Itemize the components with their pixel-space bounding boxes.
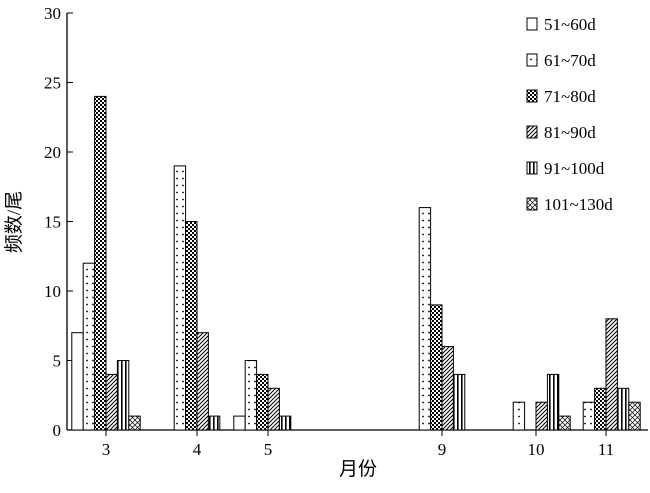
- bar-month-10-series-5: [546, 373, 560, 431]
- y-tick-label: 25: [44, 74, 61, 93]
- y-tick-label: 20: [44, 143, 61, 162]
- legend-swatch: [526, 17, 538, 31]
- bars: [71, 95, 641, 431]
- legend-swatch: [526, 197, 538, 211]
- x-tick-label: 9: [438, 440, 447, 459]
- bar-month-10-series-4: [535, 401, 548, 431]
- legend-label: 51~60d: [544, 15, 596, 34]
- bar-month-3-series-5: [116, 360, 130, 431]
- bar-month-3-series-2: [82, 262, 96, 431]
- bar-month-11-series-4: [605, 318, 618, 431]
- bar-month-9-series-2: [418, 207, 432, 431]
- bar-month-3-series-3: [94, 95, 107, 431]
- bar-month-11-series-5: [616, 387, 630, 431]
- bar-month-3-series-6: [128, 415, 141, 431]
- legend-label: 61~70d: [544, 51, 596, 70]
- y-tick-label: 10: [44, 282, 61, 301]
- legend-swatch: [526, 89, 538, 103]
- x-ticks: 3 4 5 9 10 11: [102, 430, 614, 459]
- x-tick-label: 4: [193, 440, 202, 459]
- bar-month-5-series-2: [244, 360, 258, 431]
- bar-month-5-series-3: [256, 373, 269, 431]
- bar-month-11-series-2: [582, 401, 596, 431]
- x-axis-title: 月份: [339, 458, 377, 480]
- axes: [66, 13, 648, 431]
- bar-month-10-series-6: [558, 415, 571, 431]
- bar-month-3-series-1: [71, 332, 84, 431]
- legend-label: 91~100d: [544, 159, 605, 178]
- y-tick-label: 15: [44, 213, 61, 232]
- y-tick-label: 30: [44, 4, 61, 23]
- legend-swatch: [526, 125, 538, 139]
- bar-month-4-series-3: [185, 221, 198, 431]
- legend-swatch: [526, 161, 538, 175]
- legend: 51~60d 61~70d 71~80d 81~90d 91~100d 101~130d: [526, 15, 613, 214]
- x-tick-label: 11: [598, 440, 614, 459]
- bar-month-5-series-4: [267, 387, 280, 431]
- bar-month-4-series-2: [173, 165, 187, 431]
- y-axis-title: 频数/尾: [3, 191, 25, 253]
- legend-label: 71~80d: [544, 87, 596, 106]
- bar-month-3-series-4: [105, 373, 118, 431]
- legend-label: 101~130d: [544, 195, 613, 214]
- bar-month-11-series-3: [594, 387, 607, 431]
- x-tick-label: 10: [528, 440, 545, 459]
- x-tick-label: 5: [264, 440, 273, 459]
- legend-swatch: [526, 53, 538, 67]
- bar-month-5-series-1: [233, 415, 246, 431]
- bar-month-10-series-2: [512, 401, 526, 431]
- bar-month-9-series-3: [430, 304, 443, 431]
- bar-month-11-series-6: [628, 401, 641, 431]
- bar-month-5-series-5: [278, 415, 292, 431]
- y-tick-label: 5: [53, 352, 62, 371]
- y-ticks: 0 5 10 15 20 25 30: [44, 4, 73, 440]
- bar-month-4-series-5: [207, 415, 221, 431]
- bar-month-9-series-4: [441, 346, 454, 431]
- y-tick-label: 0: [53, 421, 62, 440]
- x-tick-label: 3: [102, 440, 111, 459]
- bar-month-4-series-4: [196, 332, 209, 431]
- bar-month-9-series-5: [452, 373, 466, 431]
- legend-label: 81~90d: [544, 123, 596, 142]
